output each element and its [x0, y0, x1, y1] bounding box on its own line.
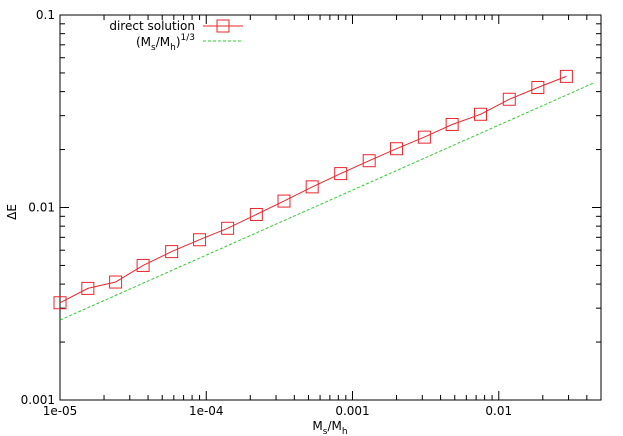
data-point: [362, 154, 376, 168]
y-axis-label: ΔE: [5, 204, 19, 220]
data-point: [249, 207, 263, 221]
data-point: [445, 117, 459, 131]
x-tick-label: 0.01: [485, 404, 512, 418]
data-point: [109, 275, 123, 289]
y-tick-label: 0.1: [36, 8, 55, 22]
series-line-1: [59, 82, 595, 321]
data-point: [531, 81, 545, 95]
data-point: [165, 245, 179, 259]
y-tick-label: 0.001: [21, 393, 55, 407]
legend: direct solution (Ms/Mh)1/3: [109, 19, 243, 53]
legend-marker-direct-solution: [216, 19, 230, 33]
data-point: [53, 296, 67, 310]
legend-label-direct-solution: direct solution: [109, 19, 195, 33]
data-point: [390, 142, 404, 156]
data-point: [502, 92, 516, 106]
x-tick-label: 1e-04: [189, 404, 224, 418]
data-point: [221, 221, 235, 235]
data-point: [81, 281, 95, 295]
series-layer: [53, 69, 595, 321]
data-point: [473, 107, 487, 121]
plot-frame: [59, 14, 602, 401]
data-point: [136, 258, 150, 272]
data-point: [277, 194, 291, 208]
series-line-0: [59, 75, 567, 304]
x-tick-label: 1e-05: [43, 404, 78, 418]
data-point: [305, 180, 319, 194]
axis-ticks: 1e-05 1e-04 0.001 0.01 0.001 0.01 0.1: [21, 8, 602, 418]
data-point: [334, 167, 348, 181]
data-point: [193, 233, 207, 247]
data-point: [417, 130, 431, 144]
x-tick-label: 0.001: [335, 404, 369, 418]
y-tick-label: 0.01: [28, 201, 55, 215]
x-axis-label: Ms/Mh: [312, 419, 347, 436]
legend-label-power-law: (Ms/Mh)1/3: [136, 33, 195, 53]
data-point: [559, 69, 573, 83]
